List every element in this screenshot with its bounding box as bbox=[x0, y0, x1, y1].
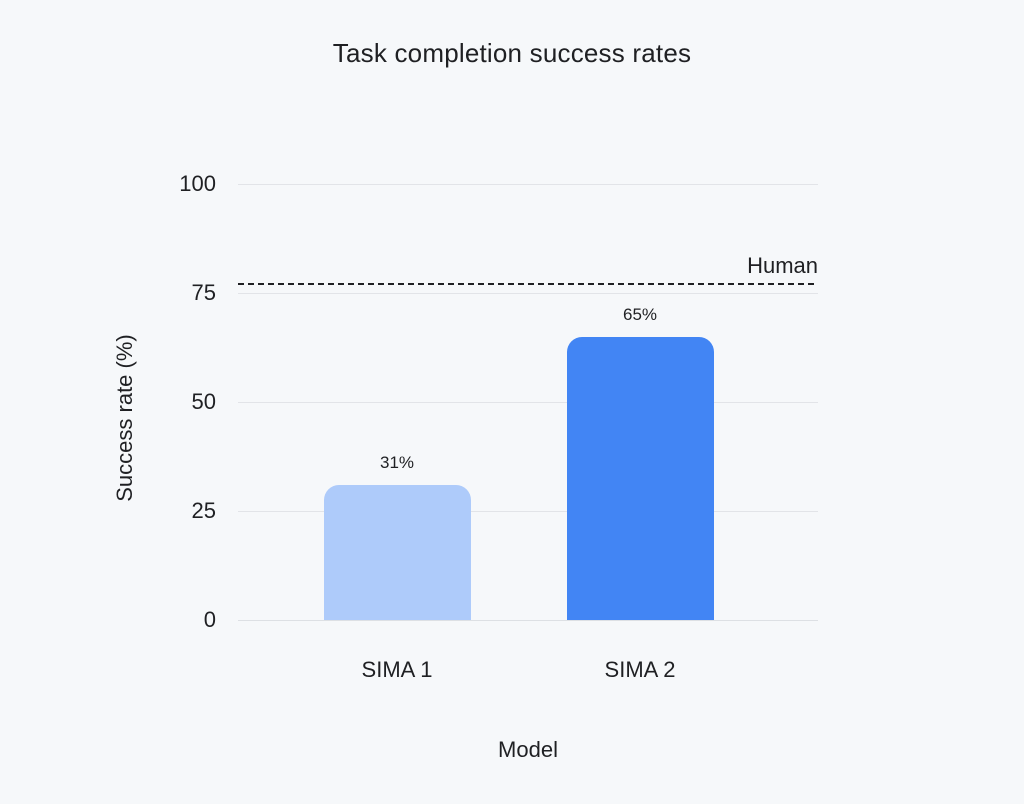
bar-sima-2 bbox=[566, 336, 714, 620]
y-tick-label: 75 bbox=[191, 280, 216, 305]
gridline bbox=[238, 401, 818, 403]
y-axis-label: Success rate (%) bbox=[112, 334, 137, 502]
plot-area: 0 25 50 75 100 31% SIMA 1 65% SIMA 2 Human bbox=[179, 171, 818, 682]
gridline bbox=[238, 183, 818, 185]
y-tick-label: 25 bbox=[191, 498, 216, 523]
bar-sima-1 bbox=[323, 484, 471, 620]
gridline bbox=[238, 510, 818, 512]
x-axis-baseline bbox=[238, 619, 818, 621]
human-reference-label: Human bbox=[747, 253, 818, 279]
gridline bbox=[238, 292, 818, 294]
category-label-sima-2: SIMA 2 bbox=[604, 657, 676, 682]
y-tick-label: 0 bbox=[203, 607, 216, 632]
y-tick-label: 100 bbox=[179, 171, 216, 196]
x-axis-label: Model bbox=[498, 737, 558, 762]
chart-title: Task completion success rates bbox=[332, 38, 692, 68]
category-label-sima-1: SIMA 1 bbox=[361, 657, 433, 682]
y-tick-label: 50 bbox=[191, 389, 216, 414]
human-reference-line bbox=[238, 283, 818, 286]
bar-value-label: 31% bbox=[379, 452, 415, 472]
bar-value-label: 65% bbox=[622, 304, 658, 324]
